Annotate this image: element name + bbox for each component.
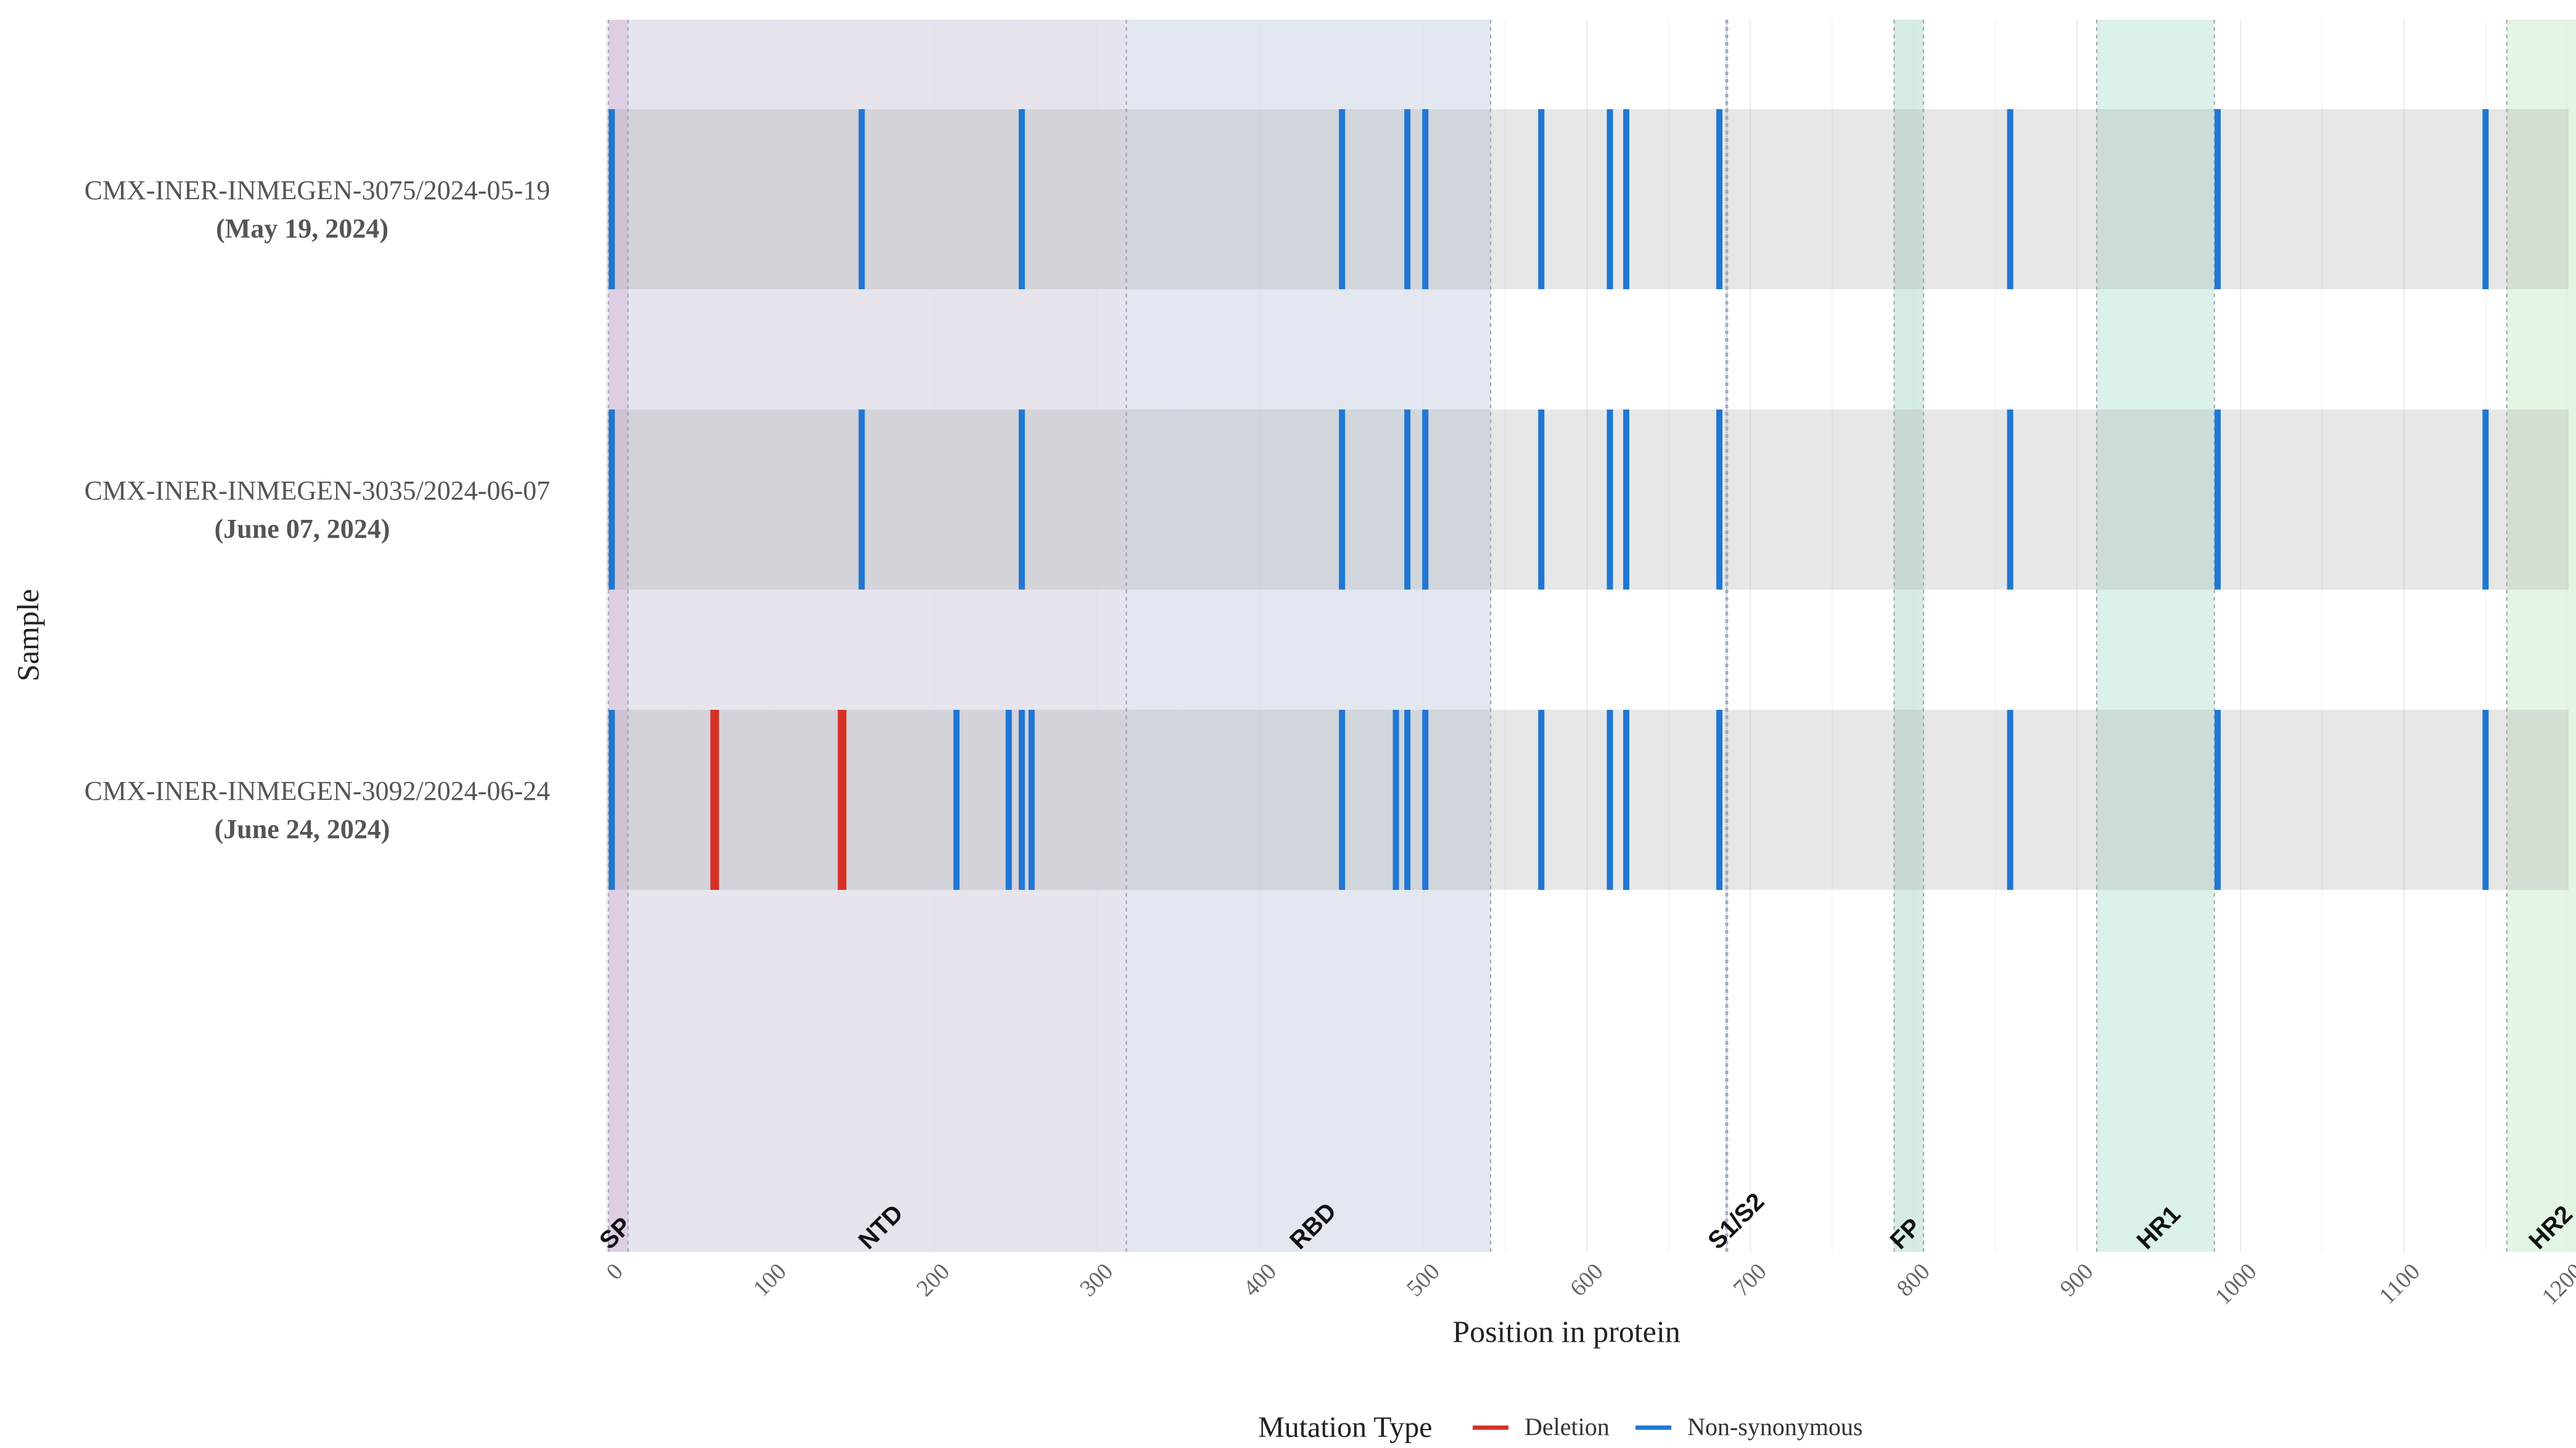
region-label-s1-s2: S1/S2 <box>1703 1188 1769 1254</box>
nonsynonymous-mark <box>2482 109 2489 289</box>
x-tick-label: 400 <box>1238 1259 1282 1302</box>
nonsynonymous-mark <box>858 109 865 289</box>
sample-labels: CMX-INER-INMEGEN-3075/2024-05-19 (May 19,… <box>84 175 550 844</box>
region-bands <box>607 20 2576 1252</box>
x-tick-label: 500 <box>1402 1259 1445 1302</box>
x-tick-label: 1100 <box>2374 1259 2425 1309</box>
sample-tracks <box>607 109 2569 890</box>
nonsynonymous-mark <box>1538 409 1545 590</box>
deletion-mark <box>837 710 847 890</box>
nonsynonymous-mark <box>608 710 615 890</box>
nonsynonymous-mark <box>2482 710 2489 890</box>
nonsynonymous-mark <box>1018 409 1025 590</box>
nonsynonymous-mark <box>1028 710 1035 890</box>
sample-date-label: (June 07, 2024) <box>215 514 390 544</box>
nonsynonymous-mark <box>1623 409 1629 590</box>
x-tick-label: 200 <box>911 1259 955 1302</box>
region-band-hr1 <box>2096 20 2215 1252</box>
nonsynonymous-mark <box>1422 109 1429 289</box>
x-axis-ticks: 0 100 200 300 400 500 600 700 800 900 1000 1100 1200 <box>601 1259 2576 1310</box>
nonsynonymous-mark <box>858 409 865 590</box>
nonsynonymous-mark <box>1404 409 1411 590</box>
nonsynonymous-mark <box>1607 409 1613 590</box>
nonsynonymous-mark <box>2482 409 2489 590</box>
nonsynonymous-mark <box>2007 409 2014 590</box>
nonsynonymous-mark <box>2214 710 2221 890</box>
nonsynonymous-mark <box>1623 710 1629 890</box>
legend-title: Mutation Type <box>1258 1411 1432 1444</box>
x-tick-label: 300 <box>1075 1259 1118 1302</box>
nonsynonymous-mark <box>1393 710 1399 890</box>
nonsynonymous-mark <box>2214 409 2221 590</box>
y-axis-title: Sample <box>10 589 45 681</box>
legend-nonsyn-label: Non-synonymous <box>1687 1413 1862 1441</box>
nonsynonymous-mark <box>1339 109 1346 289</box>
region-band-rbd <box>1126 20 1491 1252</box>
nonsynonymous-mark <box>1716 109 1722 289</box>
sample-name-label: CMX-INER-INMEGEN-3035/2024-06-07 <box>84 475 550 506</box>
nonsynonymous-mark <box>2214 109 2221 289</box>
x-tick-label: 1000 <box>2210 1259 2261 1310</box>
sample-name-label: CMX-INER-INMEGEN-3092/2024-06-24 <box>84 776 550 806</box>
nonsynonymous-mark <box>2007 710 2014 890</box>
x-tick-label: 0 <box>601 1259 628 1285</box>
nonsynonymous-mark <box>1623 109 1629 289</box>
x-tick-label: 600 <box>1565 1259 1608 1302</box>
x-tick-label: 100 <box>748 1259 791 1302</box>
nonsynonymous-mark <box>1422 710 1429 890</box>
nonsynonymous-mark <box>1404 710 1411 890</box>
nonsynonymous-mark <box>1607 710 1613 890</box>
deletion-mark <box>710 710 719 890</box>
nonsynonymous-mark <box>1538 109 1545 289</box>
sample-track-3 <box>607 710 2569 890</box>
region-band-ntd <box>628 20 1127 1252</box>
region-band-fp <box>1894 20 1924 1252</box>
region-band-s1-s2 <box>1726 20 1728 1252</box>
mutation-marks <box>608 109 2489 890</box>
nonsynonymous-mark <box>1422 409 1429 590</box>
nonsynonymous-mark <box>1339 710 1346 890</box>
nonsynonymous-mark <box>1339 409 1346 590</box>
legend-deletion-label: Deletion <box>1525 1413 1610 1441</box>
nonsynonymous-mark <box>608 109 615 289</box>
sample-track-2 <box>607 409 2569 590</box>
sample-date-label: (May 19, 2024) <box>216 213 389 244</box>
nonsynonymous-mark <box>1716 409 1722 590</box>
x-tick-label: 700 <box>1729 1259 1772 1302</box>
nonsynonymous-mark <box>1018 109 1025 289</box>
nonsynonymous-mark <box>1018 710 1025 890</box>
sample-track-1 <box>607 109 2569 289</box>
nonsynonymous-mark <box>1607 109 1613 289</box>
region-band-hr2 <box>2506 20 2576 1252</box>
x-tick-label: 800 <box>1892 1259 1935 1302</box>
nonsynonymous-mark <box>1404 109 1411 289</box>
legend: Mutation Type Deletion Non-synonymous <box>1258 1411 1862 1444</box>
nonsynonymous-mark <box>953 710 960 890</box>
x-tick-label: 900 <box>2055 1259 2098 1302</box>
x-tick-label: 1200 <box>2537 1259 2576 1310</box>
nonsynonymous-mark <box>1538 710 1545 890</box>
nonsynonymous-mark <box>1005 710 1012 890</box>
nonsynonymous-mark <box>2007 109 2014 289</box>
nonsynonymous-mark <box>608 409 615 590</box>
sample-date-label: (June 24, 2024) <box>215 814 390 844</box>
sample-name-label: CMX-INER-INMEGEN-3075/2024-05-19 <box>84 175 550 205</box>
nonsynonymous-mark <box>1716 710 1722 890</box>
x-axis-title: Position in protein <box>1452 1314 1680 1349</box>
